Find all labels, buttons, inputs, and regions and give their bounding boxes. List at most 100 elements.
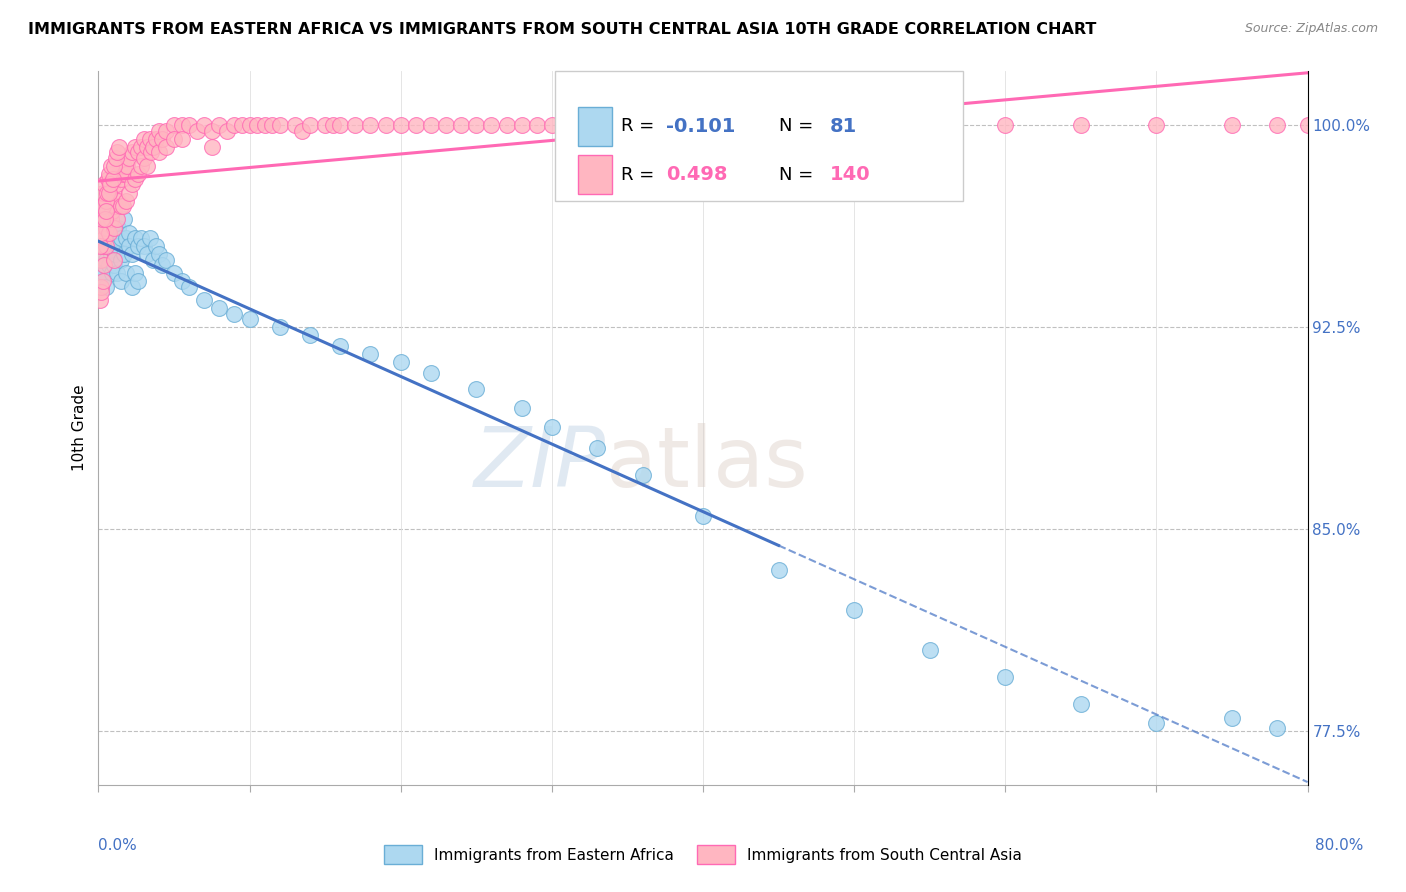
Text: -0.101: -0.101: [666, 117, 735, 136]
Point: [1220, 118, 1243, 132]
Point: [90, 247, 112, 261]
Text: atlas: atlas: [606, 424, 808, 504]
Point: [121, 247, 143, 261]
Point: [768, 562, 790, 576]
Point: [103, 159, 125, 173]
Point: [90, 226, 112, 240]
Point: [124, 231, 146, 245]
Point: [1220, 711, 1243, 725]
Point: [91, 186, 114, 200]
Point: [291, 123, 314, 137]
Point: [170, 131, 193, 145]
Point: [115, 159, 138, 173]
Point: [1070, 118, 1092, 132]
Point: [108, 140, 131, 154]
Point: [96, 204, 118, 219]
Point: [540, 419, 562, 434]
Point: [127, 239, 149, 253]
Point: [124, 172, 146, 186]
Point: [91, 274, 114, 288]
Point: [98, 167, 121, 181]
Point: [179, 280, 201, 294]
Point: [127, 145, 149, 160]
Point: [96, 194, 118, 208]
Point: [90, 252, 112, 267]
Point: [155, 252, 177, 267]
Point: [284, 118, 307, 132]
Point: [155, 140, 177, 154]
Point: [586, 442, 609, 456]
Point: [193, 118, 215, 132]
Point: [96, 239, 118, 253]
Point: [101, 204, 124, 219]
Point: [108, 159, 131, 173]
Point: [103, 220, 125, 235]
Point: [314, 118, 336, 132]
Point: [107, 194, 129, 208]
Point: [246, 118, 269, 132]
Point: [94, 239, 117, 253]
Point: [299, 118, 322, 132]
Point: [420, 366, 443, 380]
Point: [98, 186, 121, 200]
Point: [103, 186, 125, 200]
Point: [253, 118, 276, 132]
Point: [112, 159, 135, 173]
Point: [110, 231, 132, 245]
Point: [101, 172, 124, 186]
Point: [121, 145, 143, 160]
Point: [208, 118, 231, 132]
Point: [129, 140, 152, 154]
Text: ZIP: ZIP: [474, 424, 606, 504]
Point: [510, 118, 533, 132]
Point: [91, 226, 114, 240]
Point: [107, 167, 129, 181]
Point: [129, 231, 152, 245]
Point: [91, 274, 114, 288]
Point: [132, 239, 155, 253]
Point: [918, 118, 941, 132]
Point: [94, 220, 117, 235]
Point: [170, 274, 193, 288]
Point: [112, 247, 135, 261]
Point: [768, 118, 790, 132]
Point: [89, 266, 111, 280]
Point: [1070, 697, 1092, 711]
Point: [142, 252, 165, 267]
Point: [94, 220, 117, 235]
Point: [231, 118, 253, 132]
Text: R =: R =: [621, 118, 661, 136]
Point: [510, 401, 533, 415]
Point: [114, 231, 136, 245]
Point: [98, 258, 121, 272]
Point: [163, 118, 186, 132]
Point: [239, 118, 262, 132]
Point: [135, 159, 157, 173]
Point: [104, 151, 127, 165]
Point: [329, 118, 352, 132]
Point: [692, 508, 714, 523]
Point: [344, 118, 367, 132]
Point: [121, 280, 143, 294]
Point: [105, 145, 128, 160]
Point: [103, 220, 125, 235]
Text: N =: N =: [779, 166, 813, 184]
Point: [93, 178, 115, 192]
Point: [103, 239, 125, 253]
Point: [405, 118, 427, 132]
Point: [1146, 716, 1168, 731]
Point: [91, 199, 114, 213]
Point: [103, 252, 125, 267]
Point: [103, 167, 125, 181]
Point: [148, 145, 170, 160]
Point: [94, 199, 117, 213]
Point: [98, 226, 121, 240]
Point: [98, 178, 121, 192]
Point: [111, 167, 134, 181]
Point: [145, 239, 167, 253]
Point: [124, 266, 146, 280]
Point: [163, 131, 186, 145]
Point: [94, 280, 117, 294]
Text: N =: N =: [779, 118, 813, 136]
Point: [104, 199, 127, 213]
